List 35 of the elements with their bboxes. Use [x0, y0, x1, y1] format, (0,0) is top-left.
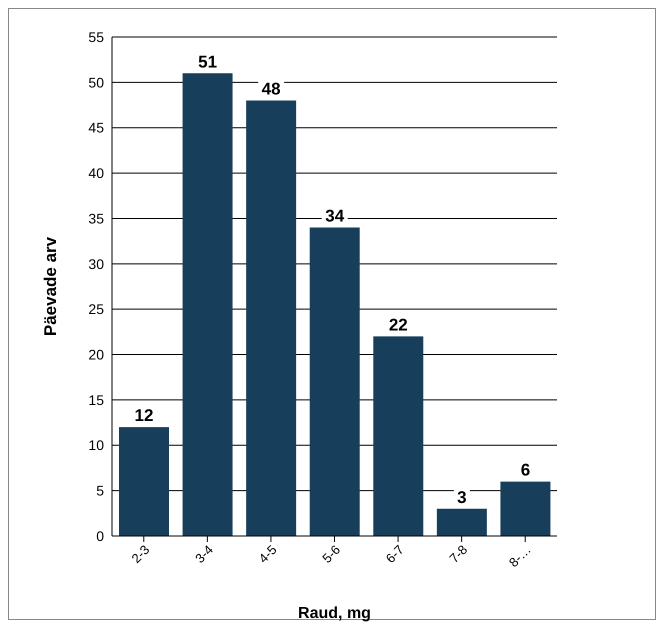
bar [373, 336, 424, 536]
data-label: 12 [134, 406, 154, 426]
x-tick-label: 4-5 [256, 542, 280, 566]
bar [119, 427, 169, 536]
y-axis-title: Päevade arv [41, 236, 60, 336]
x-tick-label: 3-4 [192, 542, 216, 566]
bar [436, 508, 487, 536]
y-tick-label: 35 [88, 210, 104, 226]
data-label: 3 [457, 488, 467, 507]
x-tick-label: 8-… [506, 542, 534, 570]
bar [500, 482, 550, 536]
y-tick-label: 40 [88, 165, 104, 182]
y-tick-label: 25 [88, 301, 104, 318]
y-tick-label: 20 [88, 346, 104, 363]
bar [310, 228, 360, 536]
x-axis-title: Raud, mg [298, 605, 371, 622]
y-tick-label: 45 [88, 120, 104, 136]
bar [182, 73, 233, 536]
y-tick-label: 30 [88, 256, 104, 272]
y-tick-label: 5 [96, 482, 104, 499]
y-tick-label: 10 [88, 437, 104, 454]
data-label: 34 [325, 206, 345, 226]
data-label: 51 [198, 52, 218, 72]
x-tick-label: 6-7 [382, 542, 407, 566]
y-tick-label: 50 [88, 74, 104, 90]
x-tick-label: 7-8 [446, 542, 470, 566]
data-label: 22 [388, 315, 408, 334]
y-tick-label: 0 [96, 528, 104, 544]
x-tick-label: 5-6 [319, 542, 344, 566]
y-tick-label: 15 [88, 392, 104, 408]
data-label: 6 [520, 460, 530, 480]
y-tick-label: 55 [88, 28, 104, 45]
bar [246, 100, 296, 536]
x-tick-label: 2-3 [128, 542, 152, 566]
data-label: 48 [262, 80, 281, 99]
